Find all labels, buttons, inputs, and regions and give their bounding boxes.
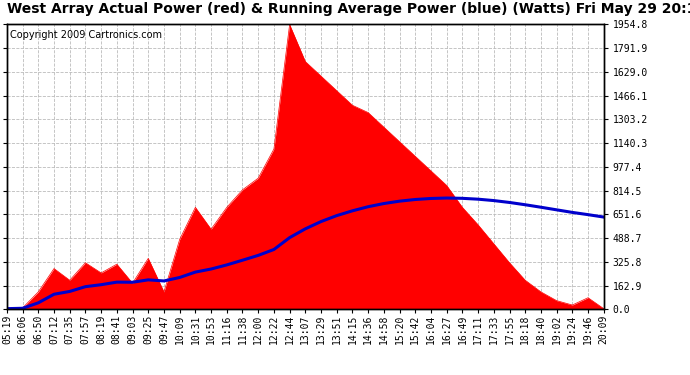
Text: West Array Actual Power (red) & Running Average Power (blue) (Watts) Fri May 29 : West Array Actual Power (red) & Running … [7,2,690,16]
Text: Copyright 2009 Cartronics.com: Copyright 2009 Cartronics.com [10,30,162,40]
